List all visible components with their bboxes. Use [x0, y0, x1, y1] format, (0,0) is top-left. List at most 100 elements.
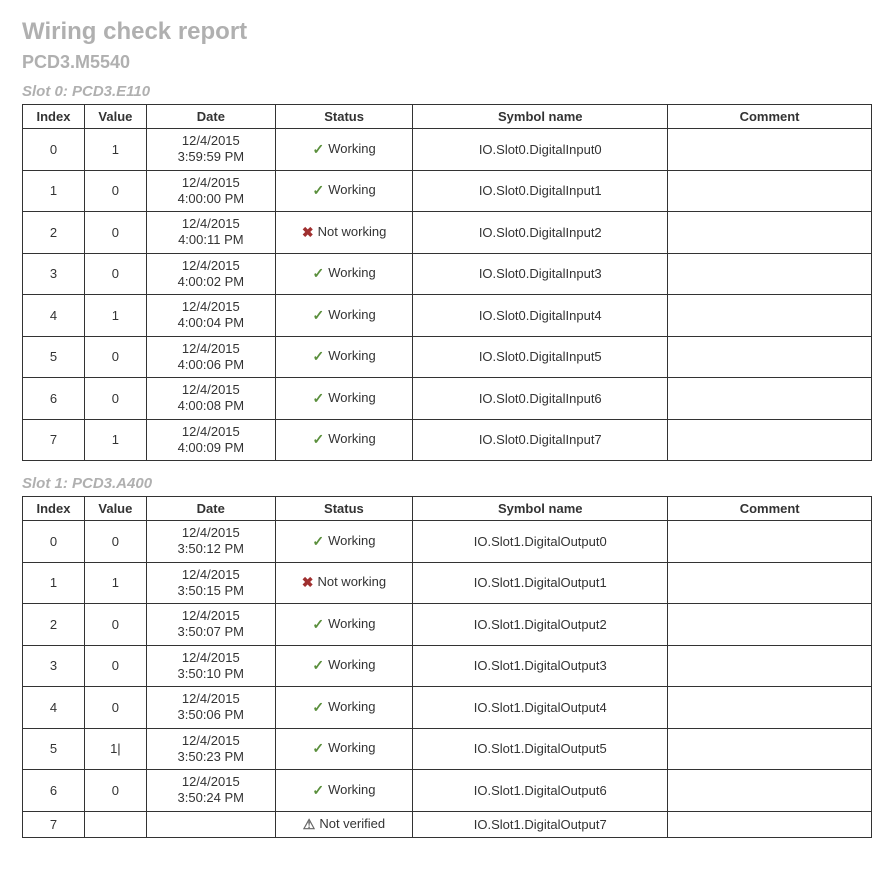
cell-value: 0	[84, 170, 146, 212]
cell-comment	[668, 811, 872, 837]
cell-date: 12/4/20154:00:00 PM	[146, 170, 275, 212]
cell-value: 0	[84, 336, 146, 378]
cell-index: 3	[23, 253, 85, 295]
cross-icon: ✖	[302, 574, 314, 591]
check-icon: ✓	[313, 348, 325, 365]
cell-status: ✓ Working	[275, 604, 412, 646]
status-label: Working	[328, 616, 375, 631]
cell-date: 12/4/20153:50:10 PM	[146, 645, 275, 687]
report-table: IndexValueDateStatusSymbol nameComment00…	[22, 496, 872, 838]
cell-date: 12/4/20154:00:08 PM	[146, 378, 275, 420]
cell-symbol: IO.Slot0.DigitalInput2	[413, 212, 668, 254]
cross-icon: ✖	[302, 224, 314, 241]
table-row: 6012/4/20153:50:24 PM✓WorkingIO.Slot1.Di…	[23, 770, 872, 812]
cell-index: 5	[23, 728, 85, 770]
cell-symbol: IO.Slot1.DigitalOutput0	[413, 521, 668, 563]
table-row: 1012/4/20154:00:00 PM✓WorkingIO.Slot0.Di…	[23, 170, 872, 212]
cell-symbol: IO.Slot1.DigitalOutput1	[413, 562, 668, 604]
check-icon: ✓	[312, 782, 324, 799]
cell-symbol: IO.Slot1.DigitalOutput6	[413, 770, 668, 812]
cell-index: 0	[23, 521, 85, 563]
cell-value: 0	[84, 770, 146, 812]
table-row: 3012/4/20153:50:10 PM✓WorkingIO.Slot1.Di…	[23, 645, 872, 687]
table-row: 7112/4/20154:00:09 PM✓WorkingIO.Slot0.Di…	[23, 419, 872, 461]
column-header: Status	[275, 105, 413, 129]
cell-value: 1	[84, 295, 146, 337]
cell-comment	[668, 521, 872, 563]
table-row: 0012/4/20153:50:12 PM✓WorkingIO.Slot1.Di…	[23, 521, 872, 563]
cell-status: ✓ Working	[275, 521, 412, 563]
cell-index: 7	[23, 811, 85, 837]
check-icon: ✓	[313, 141, 325, 158]
cell-index: 4	[23, 295, 85, 337]
cell-comment	[668, 728, 872, 770]
column-header: Index	[23, 105, 85, 129]
cell-symbol: IO.Slot1.DigitalOutput2	[413, 604, 668, 646]
cell-comment	[668, 562, 872, 604]
table-row: 3012/4/20154:00:02 PM✓WorkingIO.Slot0.Di…	[23, 253, 872, 295]
cell-date: 12/4/20153:59:59 PM	[146, 129, 275, 171]
cell-comment	[668, 770, 872, 812]
status-label: Working	[328, 307, 375, 322]
cell-date: 12/4/20153:50:15 PM	[146, 562, 275, 604]
cell-symbol: IO.Slot0.DigitalInput5	[413, 336, 668, 378]
cell-status: ✓Working	[275, 728, 412, 770]
cell-index: 6	[23, 770, 85, 812]
cell-date: 12/4/20154:00:09 PM	[146, 419, 275, 461]
cell-value	[84, 811, 146, 837]
cell-index: 2	[23, 604, 85, 646]
status-label: Working	[328, 431, 375, 446]
cell-date: 12/4/20153:50:07 PM	[146, 604, 275, 646]
cell-date: 12/4/20153:50:12 PM	[146, 521, 275, 563]
check-icon: ✓	[312, 699, 324, 716]
cell-symbol: IO.Slot0.DigitalInput1	[413, 170, 668, 212]
cell-status: ✓Working	[275, 170, 413, 212]
check-icon: ✓	[313, 390, 325, 407]
cell-symbol: IO.Slot0.DigitalInput7	[413, 419, 668, 461]
table-row: 51|12/4/20153:50:23 PM✓WorkingIO.Slot1.D…	[23, 728, 872, 770]
status-label: Working	[328, 182, 375, 197]
cell-value: 0	[84, 253, 146, 295]
cell-symbol: IO.Slot0.DigitalInput6	[413, 378, 668, 420]
slot-heading: Slot 1: PCD3.A400	[22, 475, 871, 492]
status-label: Not working	[318, 224, 387, 239]
cell-date: 12/4/20154:00:06 PM	[146, 336, 275, 378]
column-header: Date	[146, 497, 275, 521]
column-header: Status	[275, 497, 412, 521]
status-label: Working	[328, 699, 375, 714]
report-table: IndexValueDateStatusSymbol nameComment01…	[22, 104, 872, 461]
cell-status: ⚠Not verified	[275, 811, 412, 837]
cell-symbol: IO.Slot1.DigitalOutput5	[413, 728, 668, 770]
status-label: Working	[328, 141, 375, 156]
cell-index: 2	[23, 212, 85, 254]
column-header: Comment	[668, 497, 872, 521]
column-header: Symbol name	[413, 497, 668, 521]
cell-comment	[668, 336, 872, 378]
column-header: Date	[146, 105, 275, 129]
cell-status: ✓Working	[275, 770, 412, 812]
table-row: 5012/4/20154:00:06 PM✓WorkingIO.Slot0.Di…	[23, 336, 872, 378]
status-label: Working	[328, 533, 375, 548]
cell-symbol: IO.Slot1.DigitalOutput3	[413, 645, 668, 687]
cell-status: ✓ Working	[275, 687, 412, 729]
cell-comment	[668, 687, 872, 729]
cell-date: 12/4/20154:00:02 PM	[146, 253, 275, 295]
cell-symbol: IO.Slot0.DigitalInput3	[413, 253, 668, 295]
cell-value: 0	[84, 212, 146, 254]
check-icon: ✓	[312, 616, 324, 633]
cell-value: 0	[84, 645, 146, 687]
cell-comment	[668, 645, 872, 687]
cell-comment	[668, 419, 872, 461]
table-row: 2012/4/20153:50:07 PM✓WorkingIO.Slot1.Di…	[23, 604, 872, 646]
cell-value: 1	[84, 129, 146, 171]
cell-symbol: IO.Slot0.DigitalInput0	[413, 129, 668, 171]
cell-date: 12/4/20153:50:06 PM	[146, 687, 275, 729]
check-icon: ✓	[312, 657, 324, 674]
status-label: Not working	[317, 574, 386, 589]
cell-index: 4	[23, 687, 85, 729]
cell-index: 3	[23, 645, 85, 687]
table-row: 7⚠Not verifiedIO.Slot1.DigitalOutput7	[23, 811, 872, 837]
check-icon: ✓	[312, 533, 324, 550]
warning-icon: ⚠	[303, 816, 316, 833]
cell-comment	[668, 129, 872, 171]
